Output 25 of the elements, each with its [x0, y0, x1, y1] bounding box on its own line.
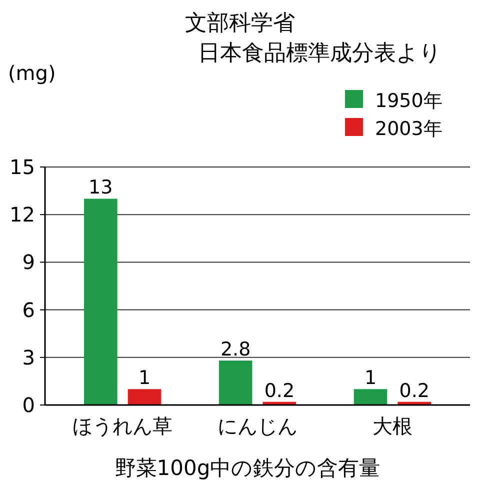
y-tick-label: 6	[22, 298, 35, 322]
y-tick-label: 12	[10, 202, 35, 227]
bar	[218, 360, 252, 405]
y-tick-label: 15	[10, 155, 35, 179]
bar	[84, 198, 118, 405]
data-label: 0.2	[399, 380, 430, 402]
y-tick-label: 9	[22, 250, 35, 274]
bar	[128, 389, 162, 405]
text: 文部科学省	[185, 11, 295, 36]
x-tick-label: にんじん	[218, 414, 298, 438]
bar	[354, 389, 388, 405]
data-label: 1	[364, 367, 377, 390]
y-tick-label: 3	[22, 345, 35, 370]
data-label: 0.2	[264, 380, 295, 402]
x-tick-label: ほうれん草	[72, 414, 173, 438]
y-tick-label: 0	[22, 393, 35, 417]
legend-label: 1950年	[375, 90, 442, 112]
x-axis-title: 野菜100g中の鉄分の含有量	[114, 456, 380, 480]
y-axis-title: (mg)	[8, 61, 56, 85]
data-label: 2.8	[220, 338, 251, 361]
text: 日本食品標準成分表より	[198, 41, 442, 66]
data-label: 1	[138, 367, 151, 390]
data-label: 13	[88, 176, 113, 199]
x-tick-label: 大根	[372, 414, 412, 438]
legend-label: 2003年	[375, 118, 442, 140]
